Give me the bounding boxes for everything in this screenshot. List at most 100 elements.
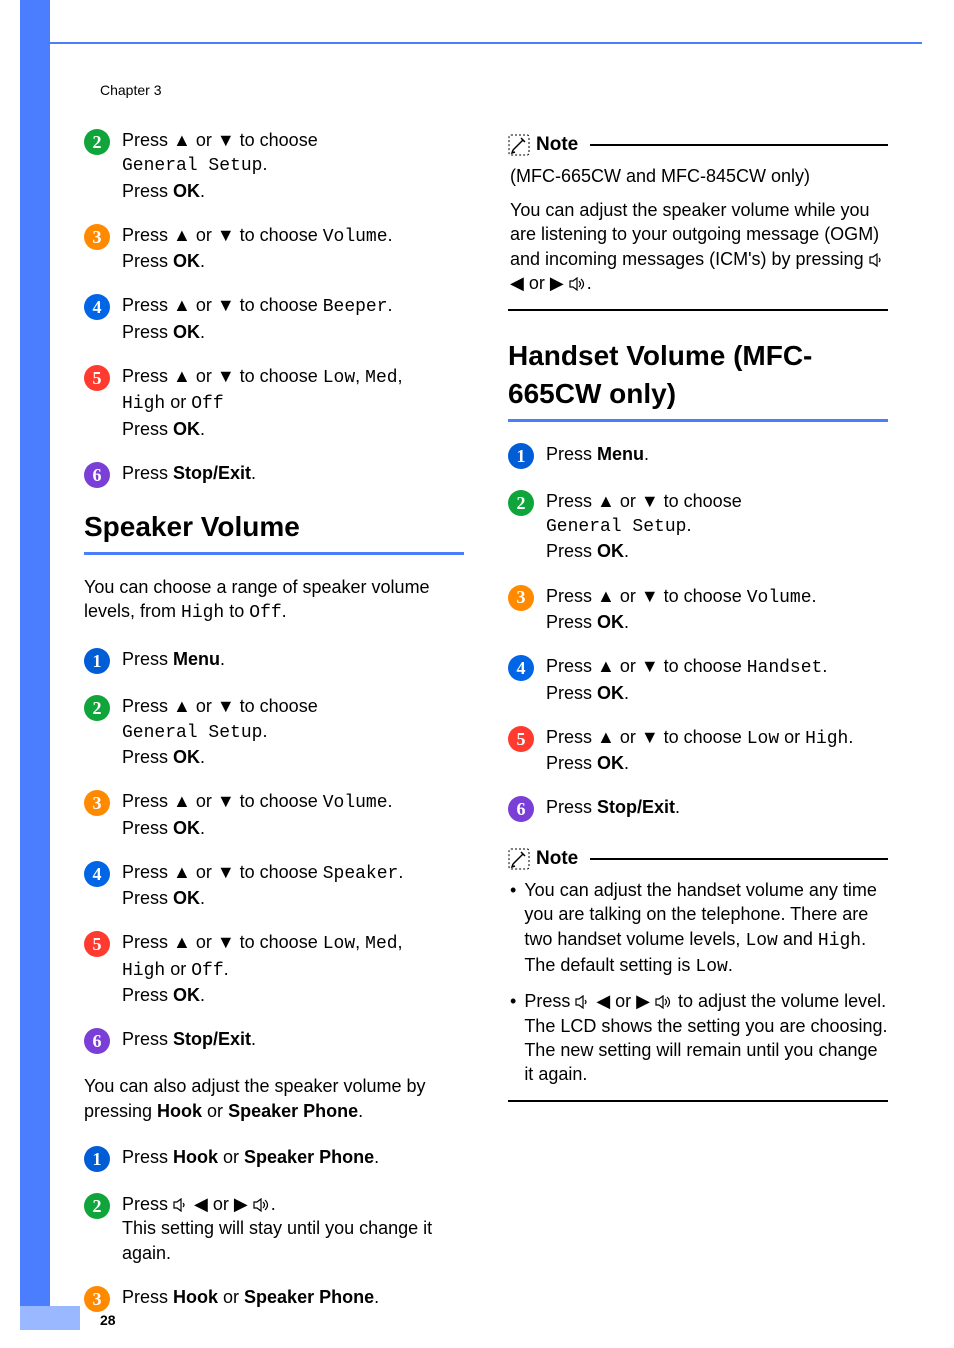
t: .: [374, 1287, 379, 1307]
step-number: 4: [93, 295, 102, 319]
note-paragraph: You can adjust the speaker volume while …: [510, 198, 888, 295]
m: Med: [365, 934, 397, 954]
m: General Setup: [546, 517, 686, 537]
t: .: [388, 295, 393, 315]
step-body: Press ▲ or ▼ to choose Speaker. Press OK…: [122, 860, 464, 911]
menu-label: Menu: [597, 444, 644, 464]
beeper-step-5: 5 Press ▲ or ▼ to choose Low, Med, High …: [84, 364, 464, 441]
handset-step-4: 4 Press ▲ or ▼ to choose Handset. Press …: [508, 654, 888, 705]
ok-label: OK: [173, 818, 200, 838]
handset-volume-heading: Handset Volume (MFC-665CW only): [508, 337, 888, 413]
hook-label: Hook: [157, 1101, 202, 1121]
t: .: [624, 541, 629, 561]
t: or: [165, 392, 191, 412]
t: .: [624, 612, 629, 632]
note-list: You can adjust the handset volume any ti…: [508, 878, 888, 1086]
speaker-high-icon: [655, 995, 673, 1009]
m: Low: [695, 957, 727, 977]
note-header: Note: [508, 132, 888, 158]
step-number: 3: [517, 585, 526, 609]
step-bullet: 6: [84, 1028, 110, 1054]
handset-step-2: 2 Press ▲ or ▼ to choose General Setup. …: [508, 489, 888, 564]
m: Off: [191, 394, 223, 414]
m: Speaker: [323, 864, 399, 884]
step-bullet: 4: [84, 861, 110, 887]
ok-label: OK: [173, 888, 200, 908]
step-number: 2: [93, 130, 102, 154]
speaker-also-text: You can also adjust the speaker volume b…: [84, 1074, 464, 1123]
t: Press: [546, 541, 597, 561]
step-bullet: 1: [84, 648, 110, 674]
note-title: Note: [536, 846, 578, 872]
t: You can adjust the speaker volume while …: [510, 200, 879, 269]
m: Volume: [323, 227, 388, 247]
t: Press ▲ or ▼ to choose: [122, 225, 323, 245]
t: .: [200, 747, 205, 767]
t: Press ▲ or ▼ to choose: [122, 366, 323, 386]
step-body: Press Hook or Speaker Phone.: [122, 1145, 464, 1169]
top-rule: [50, 42, 922, 44]
step-text: Press ▲ or ▼ to choose: [122, 130, 318, 150]
ok-label: OK: [173, 419, 200, 439]
step-bullet: 4: [84, 294, 110, 320]
t: ,: [355, 366, 365, 386]
speaker-step-2: 2 Press ▲ or ▼ to choose General Setup. …: [84, 694, 464, 769]
speaker-low-icon: [575, 995, 591, 1009]
t: or: [202, 1101, 228, 1121]
t: .: [624, 683, 629, 703]
step-body: Press ▲ or ▼ to choose General Setup. Pr…: [546, 489, 888, 564]
t: Press ▲ or ▼ to choose: [122, 932, 323, 952]
step-bullet: 3: [84, 790, 110, 816]
t: .: [200, 888, 205, 908]
content-columns: 2 Press ▲ or ▼ to choose General Setup. …: [84, 128, 894, 1332]
t: Press ▲ or ▼ to choose: [546, 491, 742, 511]
speaker-step-4: 4 Press ▲ or ▼ to choose Speaker. Press …: [84, 860, 464, 911]
t: ,: [398, 932, 403, 952]
t: .: [262, 721, 267, 741]
step-bullet: 2: [508, 490, 534, 516]
step-mono: General Setup: [122, 156, 262, 176]
m: Low: [323, 934, 355, 954]
step-number: 4: [93, 862, 102, 886]
left-column: 2 Press ▲ or ▼ to choose General Setup. …: [84, 128, 464, 1332]
menu-label: Menu: [173, 649, 220, 669]
step-bullet: 6: [508, 796, 534, 822]
speaker-low-icon: [173, 1198, 189, 1212]
t: Press: [546, 444, 597, 464]
t: .: [200, 251, 205, 271]
m: Med: [365, 368, 397, 388]
m: Volume: [747, 588, 812, 608]
t: Press: [122, 251, 173, 271]
step-number: 5: [93, 366, 102, 390]
t: .: [675, 797, 680, 817]
m: General Setup: [122, 723, 262, 743]
t: .: [251, 1029, 256, 1049]
speaker-intro: You can choose a range of speaker volume…: [84, 575, 464, 626]
step-bullet: 2: [84, 129, 110, 155]
step-bullet: 3: [84, 1286, 110, 1312]
ok-label: OK: [173, 251, 200, 271]
handset-step-3: 3 Press ▲ or ▼ to choose Volume. Press O…: [508, 584, 888, 635]
t: Press ▲ or ▼ to choose: [122, 696, 318, 716]
m: Volume: [323, 793, 388, 813]
note-icon: [508, 134, 530, 156]
side-stripe: [20, 0, 50, 1310]
footer-stripe: [20, 1306, 80, 1330]
step-bullet: 6: [84, 462, 110, 488]
step-body: Press ▲ or ▼ to choose Volume. Press OK.: [122, 789, 464, 840]
t: .: [398, 862, 403, 882]
step-bullet: 5: [84, 365, 110, 391]
t: or: [218, 1147, 244, 1167]
m: Off: [249, 603, 281, 623]
t: Press: [524, 991, 575, 1011]
t: .: [624, 753, 629, 773]
t: to: [224, 601, 249, 621]
step-number: 6: [517, 797, 526, 821]
t: ,: [398, 366, 403, 386]
m: High: [818, 931, 861, 951]
m: High: [181, 603, 224, 623]
t: .: [388, 225, 393, 245]
t: and: [778, 929, 818, 949]
hook-step-2: 2 Press ◀ or ▶ . This setting will stay …: [84, 1192, 464, 1265]
step-number: 2: [93, 696, 102, 720]
